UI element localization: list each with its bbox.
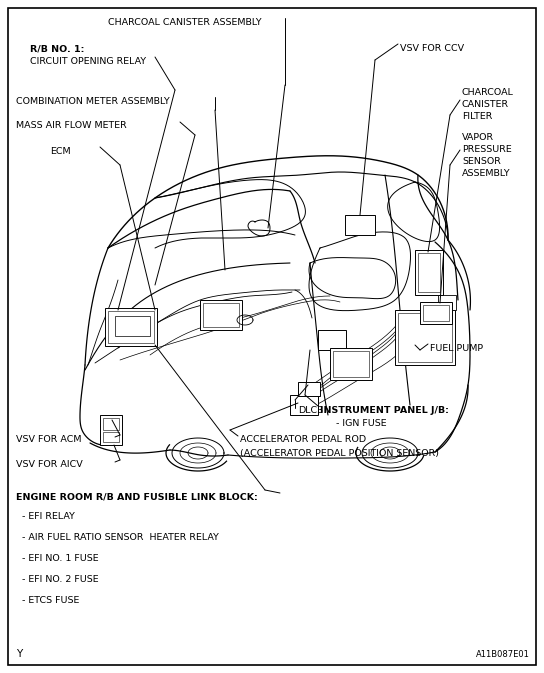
Bar: [108, 311, 154, 343]
Text: CHARCOAL CANISTER ASSEMBLY: CHARCOAL CANISTER ASSEMBLY: [108, 18, 262, 27]
Bar: [203, 303, 239, 327]
Text: - EFI RELAY: - EFI RELAY: [22, 512, 75, 521]
Text: SENSOR: SENSOR: [462, 157, 501, 166]
Text: INSTRUMENT PANEL J/B:: INSTRUMENT PANEL J/B:: [320, 406, 449, 415]
Text: MASS AIR FLOW METER: MASS AIR FLOW METER: [16, 121, 127, 130]
Text: FUEL PUMP: FUEL PUMP: [430, 344, 483, 353]
Text: Y: Y: [16, 649, 22, 659]
Bar: [103, 418, 119, 430]
Text: R/B NO. 1:: R/B NO. 1:: [30, 44, 84, 53]
Text: VAPOR: VAPOR: [462, 133, 494, 142]
Bar: [330, 348, 372, 380]
Bar: [115, 316, 150, 336]
Bar: [415, 250, 443, 295]
Bar: [103, 432, 119, 442]
Text: ENGINE ROOM R/B AND FUSIBLE LINK BLOCK:: ENGINE ROOM R/B AND FUSIBLE LINK BLOCK:: [16, 493, 258, 502]
Bar: [398, 313, 452, 362]
Text: ACCELERATOR PEDAL ROD: ACCELERATOR PEDAL ROD: [240, 435, 366, 444]
Bar: [423, 305, 449, 321]
Bar: [318, 330, 346, 350]
Text: CANISTER: CANISTER: [462, 100, 509, 109]
Text: ASSEMBLY: ASSEMBLY: [462, 169, 511, 178]
Bar: [438, 295, 456, 310]
Text: - EFI NO. 2 FUSE: - EFI NO. 2 FUSE: [22, 575, 98, 584]
Text: CHARCOAL: CHARCOAL: [462, 88, 514, 97]
Bar: [105, 308, 157, 346]
Bar: [298, 382, 320, 396]
Text: - ETCS FUSE: - ETCS FUSE: [22, 596, 79, 605]
Text: VSV FOR CCV: VSV FOR CCV: [400, 44, 464, 53]
Text: FILTER: FILTER: [462, 112, 492, 121]
Text: PRESSURE: PRESSURE: [462, 145, 512, 154]
Bar: [420, 302, 452, 324]
Text: - EFI NO. 1 FUSE: - EFI NO. 1 FUSE: [22, 554, 98, 563]
Bar: [290, 395, 318, 415]
Bar: [418, 253, 440, 292]
Bar: [345, 215, 375, 235]
Bar: [100, 415, 122, 445]
Bar: [333, 351, 369, 377]
Bar: [200, 300, 242, 330]
Text: ECM: ECM: [50, 147, 71, 156]
Text: - AIR FUEL RATIO SENSOR  HEATER RELAY: - AIR FUEL RATIO SENSOR HEATER RELAY: [22, 533, 219, 542]
Text: VSV FOR AICV: VSV FOR AICV: [16, 460, 83, 469]
Text: - IGN FUSE: - IGN FUSE: [336, 419, 387, 428]
Text: COMBINATION METER ASSEMBLY: COMBINATION METER ASSEMBLY: [16, 97, 170, 106]
Text: VSV FOR ACM: VSV FOR ACM: [16, 435, 82, 444]
Bar: [395, 310, 455, 365]
Text: A11B087E01: A11B087E01: [476, 650, 530, 659]
Text: (ACCELERATOR PEDAL POSITION SENSOR): (ACCELERATOR PEDAL POSITION SENSOR): [240, 449, 439, 458]
Text: CIRCUIT OPENING RELAY: CIRCUIT OPENING RELAY: [30, 57, 146, 66]
Text: DLC3: DLC3: [298, 406, 323, 415]
